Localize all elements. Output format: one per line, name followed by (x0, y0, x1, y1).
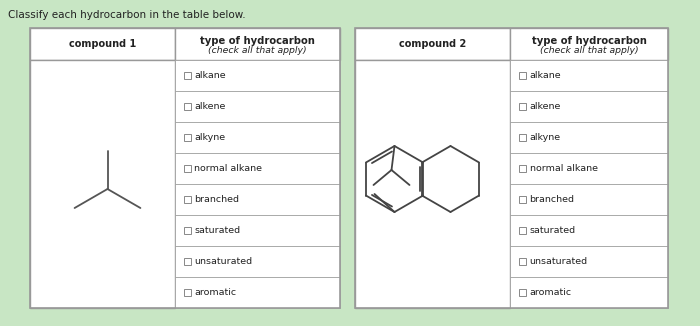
Text: normal alkane: normal alkane (529, 164, 598, 173)
Bar (184, 196, 190, 203)
Bar (184, 227, 190, 234)
Text: alkene: alkene (195, 102, 226, 111)
Text: (check all that apply): (check all that apply) (208, 46, 307, 55)
Bar (355, 28, 668, 308)
Bar (184, 103, 190, 110)
Text: alkane: alkane (529, 71, 561, 80)
Bar (510, 277, 668, 308)
Text: unsaturated: unsaturated (529, 257, 587, 266)
Bar (30, 60, 175, 308)
Text: Classify each hydrocarbon in the table below.: Classify each hydrocarbon in the table b… (8, 10, 246, 20)
Bar (519, 165, 526, 172)
Text: type of hydrocarbon: type of hydrocarbon (531, 36, 646, 46)
Bar (510, 122, 668, 153)
Text: compound 2: compound 2 (399, 39, 466, 49)
Text: branched: branched (529, 195, 575, 204)
Bar (510, 215, 668, 246)
Bar (175, 60, 340, 91)
Bar (519, 103, 526, 110)
Text: branched: branched (195, 195, 239, 204)
Bar (510, 60, 668, 91)
Text: aromatic: aromatic (195, 288, 237, 297)
Bar (519, 227, 526, 234)
Text: saturated: saturated (195, 226, 241, 235)
Bar (184, 134, 190, 141)
Bar (184, 258, 190, 265)
Bar (184, 289, 190, 296)
Bar (175, 246, 340, 277)
Bar (519, 72, 526, 79)
Bar (175, 122, 340, 153)
Bar (184, 72, 190, 79)
Text: compound 1: compound 1 (69, 39, 136, 49)
Text: alkyne: alkyne (195, 133, 225, 142)
Bar (175, 277, 340, 308)
Bar (184, 165, 190, 172)
Text: alkyne: alkyne (529, 133, 561, 142)
Text: normal alkane: normal alkane (195, 164, 262, 173)
Bar (519, 196, 526, 203)
Text: type of hydrocarbon: type of hydrocarbon (200, 36, 315, 46)
Text: unsaturated: unsaturated (195, 257, 253, 266)
Bar (510, 28, 668, 60)
Bar (510, 91, 668, 122)
Bar (30, 28, 340, 308)
Bar (519, 134, 526, 141)
Bar (519, 289, 526, 296)
Bar (175, 28, 340, 60)
Bar (510, 184, 668, 215)
Text: alkane: alkane (195, 71, 226, 80)
Bar (175, 184, 340, 215)
Bar (510, 246, 668, 277)
Text: aromatic: aromatic (529, 288, 572, 297)
Text: saturated: saturated (529, 226, 575, 235)
Bar (510, 153, 668, 184)
Bar (519, 258, 526, 265)
Bar (355, 28, 510, 60)
Text: alkene: alkene (529, 102, 561, 111)
Bar (175, 215, 340, 246)
Bar (30, 28, 175, 60)
Bar (175, 153, 340, 184)
Bar (175, 91, 340, 122)
Text: (check all that apply): (check all that apply) (540, 46, 638, 55)
Bar (355, 60, 510, 308)
